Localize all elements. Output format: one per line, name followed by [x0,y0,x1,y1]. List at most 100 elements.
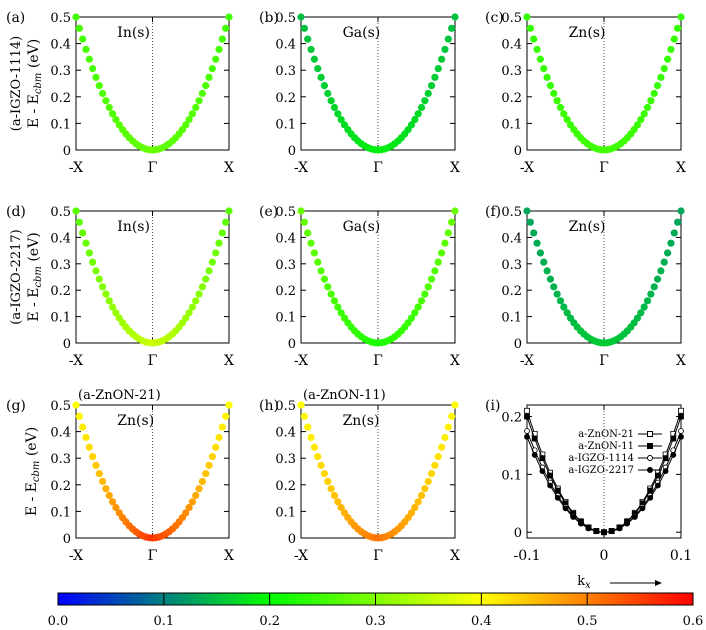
band-point [553,97,561,105]
band-point [320,82,329,90]
band-point [526,218,534,226]
x-tick-label: X [450,548,460,564]
band-point [85,249,93,257]
y-tick-label: 0.5 [275,399,296,414]
x-tick-label: Γ [148,160,158,176]
y-tick-label: 0.4 [50,38,71,53]
x-tick-label: X [676,160,686,176]
series-marker [547,482,553,489]
band-point [112,503,120,512]
band-point [82,433,90,442]
band-point [533,45,541,54]
orbital-label: Zn(s) [569,25,606,41]
panel-header: (a-ZnON-11) [303,388,386,403]
x-tick-label: -X [520,353,534,369]
band-point [407,509,416,517]
band-point [337,115,345,124]
legend-marker [647,431,653,437]
band-point [653,82,662,90]
panel-g: 0 0.1 0.2 0.3 0.4 0.5 -X Γ X (g) (a-ZnON-21) Zn(s) [6,388,234,564]
band-point [105,491,113,500]
band-point [75,218,83,226]
band-point [664,55,672,63]
band-point [324,283,332,291]
y-axis-label: E - Ecbm (eV) [26,232,44,321]
y-tick-label: 0 [63,144,71,159]
band-point [72,207,80,215]
row-label: (a-IGZO-1114) [9,36,24,131]
band-point [108,498,117,506]
band-point [105,297,113,305]
colorbar-tick-label: 0.5 [577,614,598,629]
x-tick-label: X [224,353,234,369]
y-tick-label: 0.5 [50,11,71,26]
band-point [563,115,571,124]
band-point [523,13,531,21]
y-tick-label: 0.3 [501,64,522,79]
y-tick-label: 0.4 [501,231,522,246]
y-tick-label: 0.1 [50,505,71,520]
series-marker [554,494,561,501]
band-point [300,218,308,226]
y-tick-label: 0.3 [50,258,71,273]
x-tick-label: -X [69,160,83,176]
x-tick-label: -X [294,353,308,369]
y-tick-label: 0.2 [275,479,296,494]
series-marker [539,468,546,475]
band-point [670,229,678,237]
band-point [182,509,190,517]
band-point [195,97,203,105]
band-point [660,258,668,266]
series-marker [624,520,630,527]
band-point [82,239,90,247]
panel-letter: (d) [6,204,26,220]
band-point [297,401,305,409]
series-marker [608,528,615,535]
panel-letter: (f) [485,204,501,220]
band-point [411,115,419,124]
panel-letter: (g) [6,398,26,414]
series-marker [531,452,538,458]
y-tick-label: 0.2 [275,284,296,299]
band-point [674,24,682,32]
x-tick-label: Γ [599,160,609,176]
band-point [550,283,558,291]
y-tick-label: 0.2 [501,284,522,299]
band-point [317,73,325,81]
series-marker [524,407,530,414]
band-point [334,110,342,118]
y-tick-label: 0.1 [501,311,522,326]
x-tick-label: X [450,160,460,176]
band-point [334,498,342,506]
band-point [431,73,439,81]
band-point [448,24,456,32]
panel-letter: (b) [259,10,279,26]
y-tick-label: 0.5 [275,11,296,26]
y-tick-label: 0.3 [501,258,522,273]
band-point [304,35,312,43]
series-marker [655,472,661,479]
band-point [202,470,210,478]
band-point [314,452,322,461]
legend-label: a-IGZO-1114 [568,453,634,464]
band-point [444,423,452,431]
series-marker [678,428,684,434]
band-point [79,35,87,43]
band-point [314,258,322,266]
band-point [99,477,107,486]
x-tick-label: Γ [373,548,383,564]
band-point [307,433,315,442]
series-marker [662,455,669,462]
band-point [320,275,329,283]
band-point [677,207,685,215]
band-point [407,314,416,322]
colorbar-tick-label: 0.1 [153,614,174,629]
series-marker [647,494,654,501]
panel-letter: (e) [259,204,278,220]
band-point [205,267,213,275]
band-point [198,283,206,291]
band-point [75,412,83,420]
band-point [647,290,655,298]
panel-letter: (a) [6,10,25,26]
band-point [92,267,100,275]
